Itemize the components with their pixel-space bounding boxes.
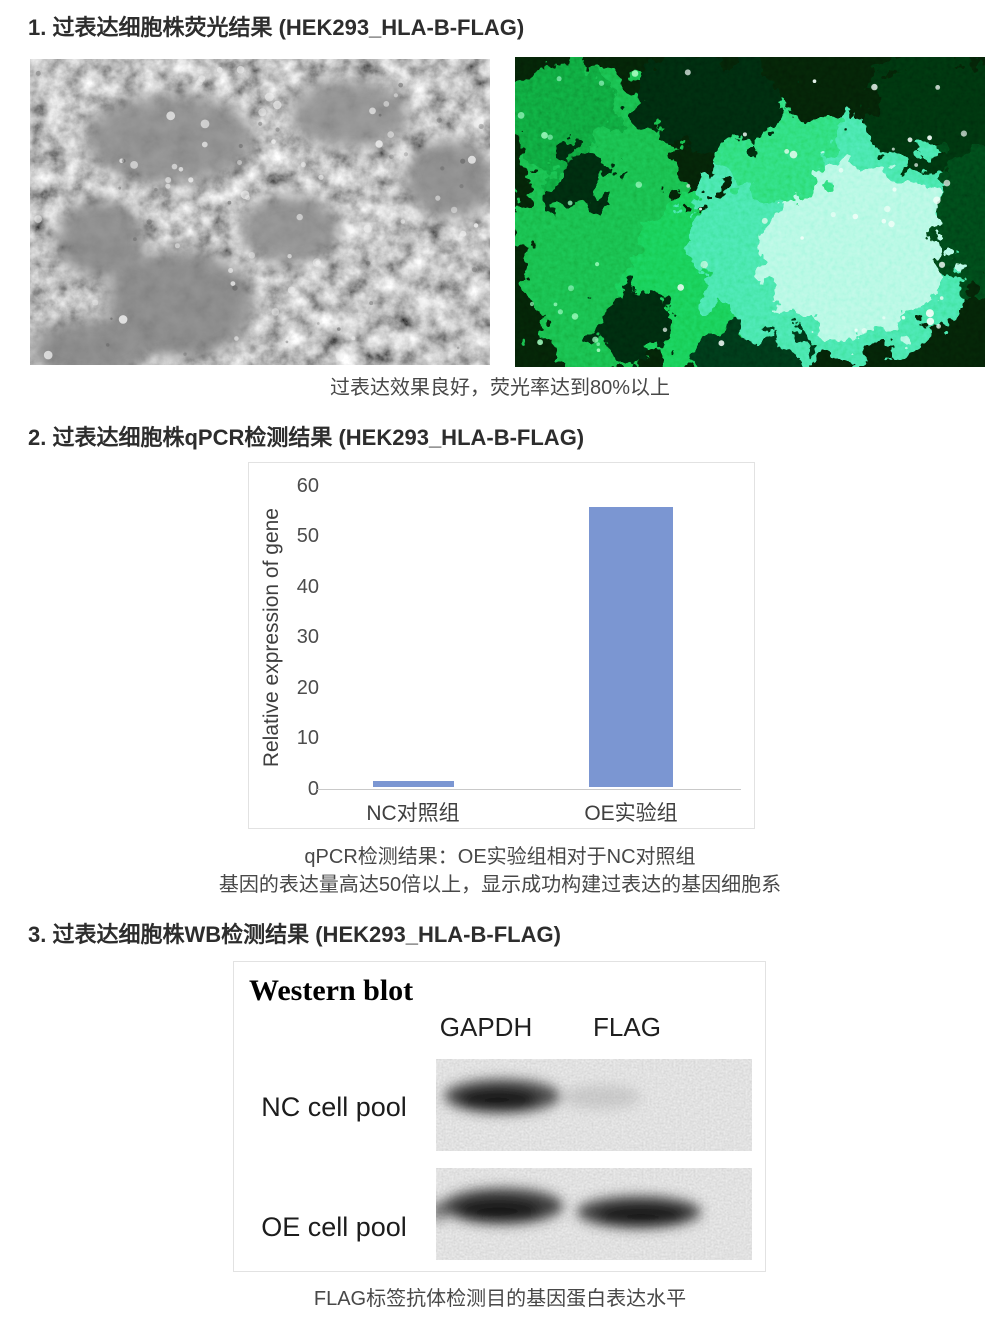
wb-row-label-nc: NC cell pool [261,1092,407,1122]
section1-title: 1. 过表达细胞株荧光结果 (HEK293_HLA-B-FLAG) [28,15,525,40]
oe-bands [436,1188,701,1228]
y-tick-50: 50 [296,525,319,547]
qpcr-caption-line1: qPCR检测结果：OE实验组相对于NC对照组 [304,846,696,868]
qpcr-caption-line2: 基因的表达量高达50倍以上，显示成功构建过表达的基因细胞系 [218,874,782,896]
y-tick-10: 10 [296,727,319,749]
y-tick-0: 0 [307,778,319,800]
wb-row-label-oe: OE cell pool [261,1212,407,1242]
bar-nc-control [373,781,454,787]
bar-oe-experimental [589,507,673,787]
wb-strip-oe [436,1168,752,1260]
fluorescence-image [515,57,985,367]
bright-cell-dots [34,66,484,361]
fluorescence-caption: 过表达效果良好，荧光率达到80%以上 [329,377,671,399]
qpcr-bar-chart: Relative expression of gene 60 50 40 30 … [248,462,755,829]
phase-contrast-micrograph [30,59,490,365]
wb-panel-title: Western blot [249,974,414,1007]
wb-caption: FLAG标签抗体检测目的基因蛋白表达水平 [313,1288,687,1310]
y-tick-30: 30 [296,626,319,648]
fluorescence-micrograph [515,57,985,367]
wb-column-flag: FLAG [593,1012,661,1042]
y-tick-40: 40 [296,576,319,598]
y-tick-20: 20 [296,677,319,699]
phase-contrast-image [30,59,490,365]
x-category-nc: NC对照组 [366,802,460,825]
section3-title: 3. 过表达细胞株WB检测结果 (HEK293_HLA-B-FLAG) [28,922,561,947]
x-category-oe: OE实验组 [584,802,678,825]
wb-column-gapdh: GAPDH [439,1012,533,1042]
nc-bands [444,1079,641,1113]
y-tick-60: 60 [296,475,319,497]
confluent-patches [30,79,490,365]
western-blot-panel: Western blot GAPDH FLAG NC cell pool OE … [233,961,766,1272]
section2-title: 2. 过表达细胞株qPCR检测结果 (HEK293_HLA-B-FLAG) [28,425,585,450]
wb-strip-nc [436,1059,752,1151]
x-axis-line [317,789,741,790]
